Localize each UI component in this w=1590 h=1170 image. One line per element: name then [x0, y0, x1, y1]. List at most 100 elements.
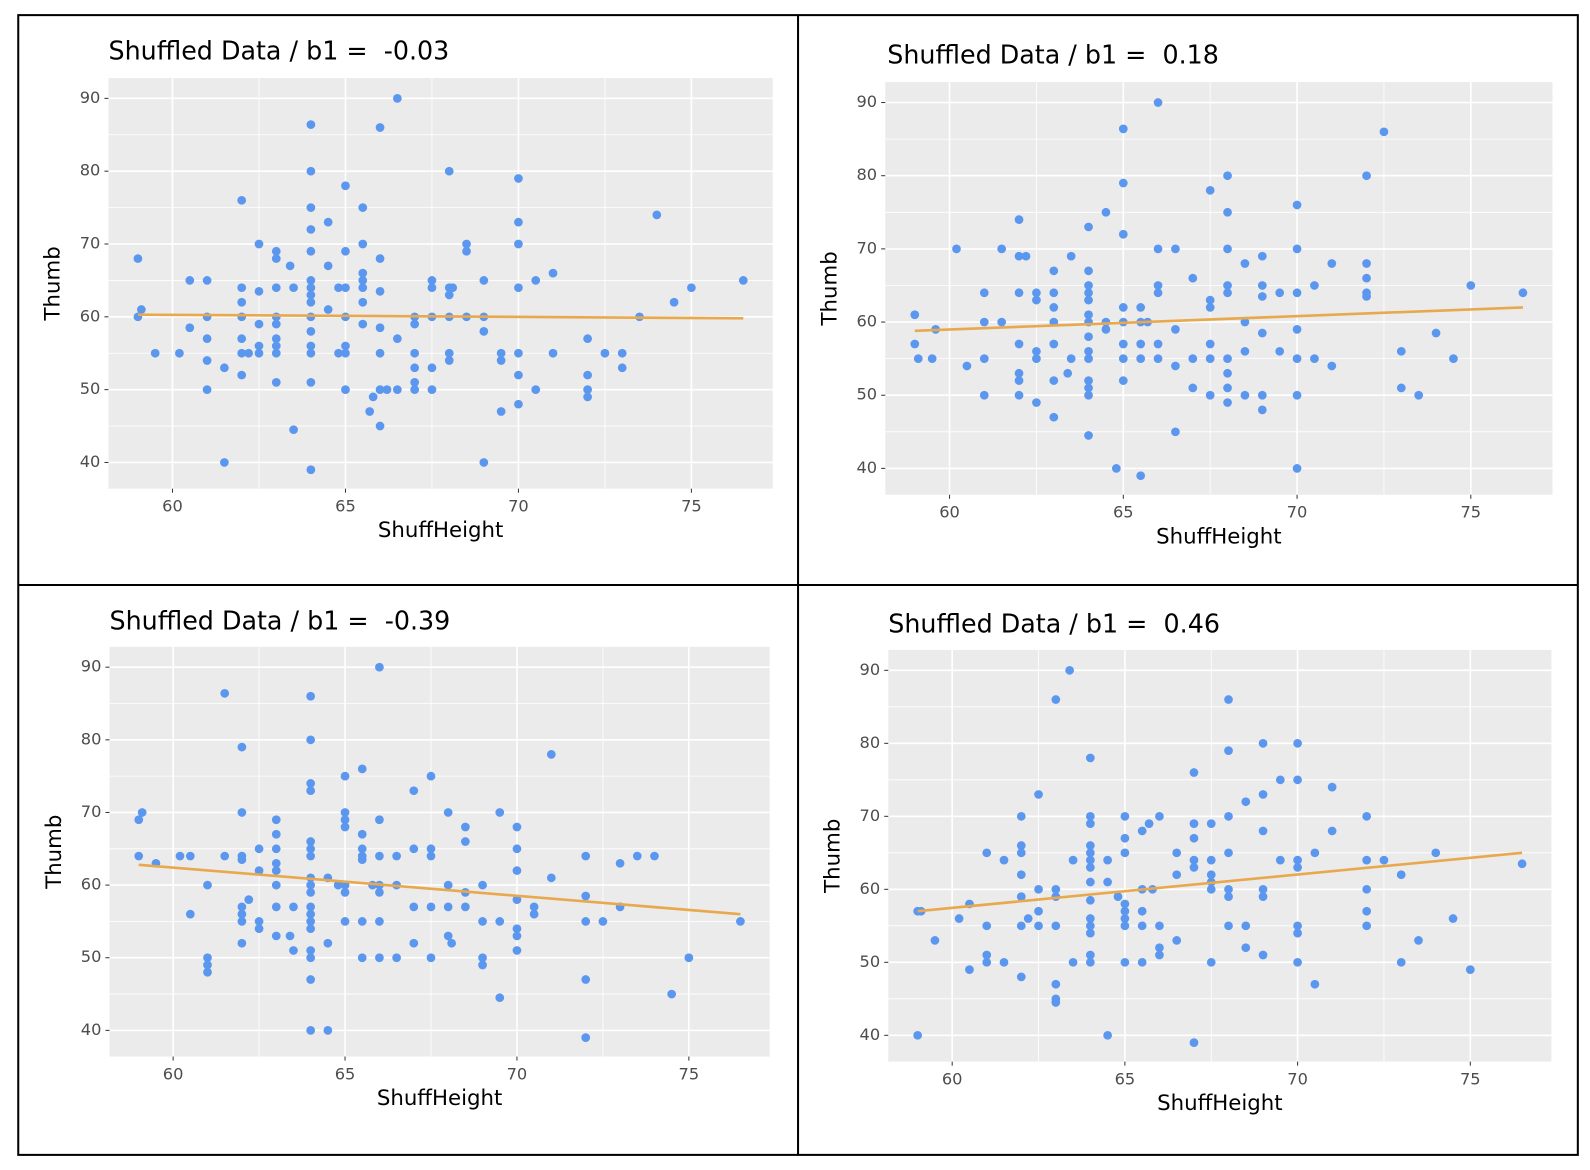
point [1379, 127, 1389, 137]
point [427, 276, 437, 285]
point [1016, 921, 1026, 931]
point [1292, 354, 1302, 364]
y-tick-label: 70 [81, 802, 102, 821]
point [1223, 207, 1232, 217]
point [598, 917, 608, 926]
point [1103, 877, 1112, 887]
point [1068, 957, 1078, 967]
y-tick-label: 70 [860, 806, 881, 825]
point [1258, 950, 1268, 960]
point [1051, 921, 1061, 931]
point [1153, 339, 1163, 349]
point [368, 392, 378, 402]
point [137, 808, 147, 817]
point [1153, 281, 1163, 290]
point [1293, 775, 1302, 785]
point [1362, 259, 1371, 268]
point [1085, 848, 1095, 858]
point [244, 348, 253, 358]
point [1362, 906, 1372, 916]
point [1431, 848, 1441, 858]
point [514, 174, 523, 183]
point [340, 822, 350, 832]
point [529, 909, 539, 919]
point [462, 246, 471, 256]
point [271, 341, 281, 351]
point [1049, 412, 1059, 422]
point [237, 195, 247, 205]
point [461, 902, 470, 912]
point [512, 924, 522, 934]
point [1171, 244, 1180, 254]
x-axis-label: ShuffHeight [1157, 1091, 1283, 1116]
point [444, 290, 454, 300]
point [1084, 222, 1093, 232]
point [1275, 775, 1285, 785]
point [443, 931, 453, 941]
point [426, 771, 436, 781]
point [461, 837, 470, 846]
point [1101, 325, 1111, 334]
point [306, 297, 316, 307]
point [1205, 354, 1215, 364]
point [495, 993, 505, 1003]
x-axis-label: ShuffHeight [1156, 524, 1282, 549]
point [333, 880, 343, 890]
point [202, 334, 212, 344]
point [479, 327, 489, 336]
point [1103, 1030, 1112, 1040]
point [202, 276, 212, 285]
point [375, 953, 384, 963]
point [1310, 979, 1320, 989]
point [1188, 383, 1198, 393]
point [581, 891, 591, 901]
point [375, 254, 385, 263]
point [1223, 354, 1232, 364]
point [979, 317, 989, 327]
point [1049, 376, 1059, 385]
point [341, 341, 350, 351]
point [1275, 346, 1285, 356]
point [1223, 171, 1232, 181]
x-tick-label: 75 [1460, 1069, 1481, 1088]
point [583, 392, 592, 402]
point [1396, 383, 1406, 393]
point [910, 339, 920, 349]
point [997, 317, 1007, 327]
point [581, 917, 591, 926]
point [583, 334, 592, 344]
y-tick-label: 80 [80, 161, 101, 180]
point [1223, 398, 1232, 407]
point [496, 348, 506, 358]
point [1171, 325, 1180, 334]
point [375, 662, 384, 672]
point [1049, 339, 1059, 349]
y-tick-label: 60 [860, 879, 881, 898]
point [427, 363, 437, 373]
point [913, 1030, 923, 1040]
point [134, 851, 144, 861]
point [1085, 895, 1095, 905]
point [340, 888, 350, 897]
point [1189, 855, 1199, 865]
point [306, 880, 316, 890]
y-tick-label: 40 [860, 1025, 881, 1044]
point [1066, 251, 1076, 261]
point [340, 771, 350, 781]
point [531, 276, 541, 285]
point [447, 938, 456, 948]
point [1224, 848, 1233, 858]
y-tick-label: 80 [81, 729, 102, 748]
point [323, 217, 333, 227]
point [185, 276, 195, 285]
point [1084, 376, 1093, 385]
point [1085, 914, 1095, 923]
y-tick-label: 60 [856, 312, 877, 331]
point [254, 239, 264, 249]
point [1327, 259, 1337, 268]
point [185, 909, 195, 919]
point [1396, 870, 1406, 880]
point [1085, 855, 1095, 865]
point [930, 936, 940, 945]
